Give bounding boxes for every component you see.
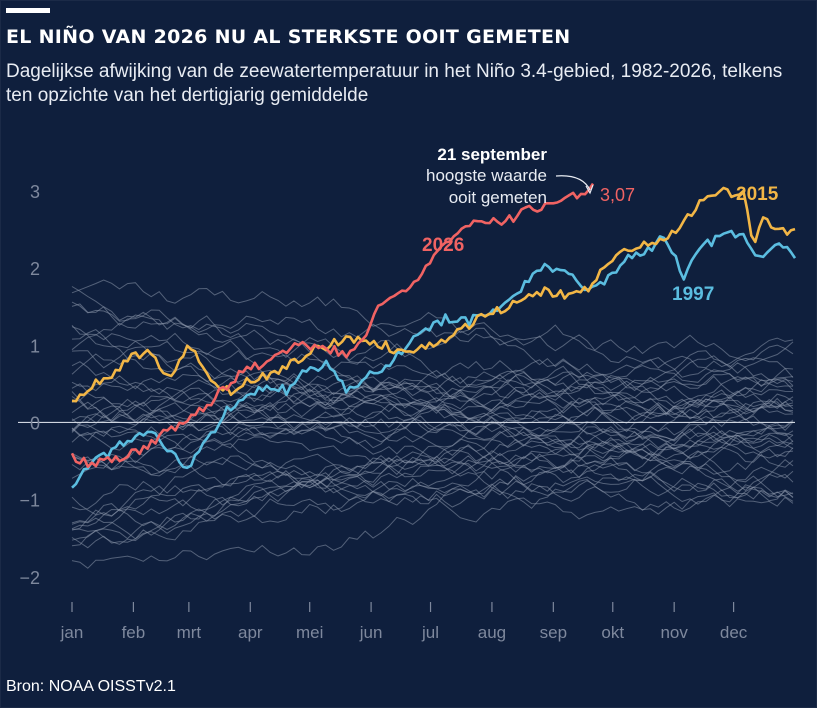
x-tick-label: sep bbox=[540, 623, 567, 642]
annotation-arrow-head bbox=[585, 184, 594, 195]
y-tick-label: −2 bbox=[19, 568, 40, 588]
historical-year-line bbox=[72, 466, 794, 545]
x-tick-label: dec bbox=[720, 623, 748, 642]
historical-year-line bbox=[71, 352, 794, 402]
historical-year-line bbox=[71, 315, 794, 370]
annotation-arrow bbox=[555, 175, 591, 191]
annotation-date: 21 september bbox=[437, 145, 547, 164]
historical-year-line bbox=[71, 279, 794, 369]
historical-year-line bbox=[71, 385, 794, 451]
series-line-2026 bbox=[70, 182, 595, 469]
historical-year-line bbox=[71, 443, 794, 541]
y-tick-label: −1 bbox=[19, 491, 40, 511]
x-tick-label: mei bbox=[296, 623, 323, 642]
annotation-note-line2: ooit gemeten bbox=[449, 188, 547, 207]
x-tick-label: jan bbox=[60, 623, 84, 642]
historical-years-group bbox=[71, 279, 794, 569]
historical-year-line bbox=[71, 391, 794, 446]
historical-year-line bbox=[71, 341, 794, 431]
x-tick-label: okt bbox=[601, 623, 624, 642]
series-label-1997: 1997 bbox=[672, 284, 714, 305]
historical-year-line bbox=[71, 375, 794, 426]
historical-year-line bbox=[71, 382, 794, 434]
historical-year-line bbox=[71, 424, 794, 489]
source-credit: Bron: NOAA OISSTv2.1 bbox=[6, 678, 176, 695]
historical-year-line bbox=[71, 303, 794, 389]
historical-year-line bbox=[71, 419, 794, 516]
historical-year-line bbox=[71, 439, 794, 569]
x-tick-label: nov bbox=[660, 623, 688, 642]
chart-subtitle: Dagelijkse afwijking van de zeewatertemp… bbox=[6, 61, 783, 106]
historical-year-line bbox=[71, 450, 794, 549]
historical-year-line bbox=[71, 340, 794, 423]
historical-year-line bbox=[71, 326, 794, 459]
historical-year-line bbox=[71, 375, 794, 451]
historical-year-line bbox=[71, 483, 794, 541]
x-tick-label: apr bbox=[238, 623, 263, 642]
series-label-2015: 2015 bbox=[736, 184, 779, 205]
series-label-2026: 2026 bbox=[422, 235, 464, 256]
y-tick-label: 3 bbox=[30, 182, 40, 202]
y-tick-label: 2 bbox=[30, 259, 40, 279]
historical-year-line bbox=[71, 373, 794, 424]
annotation-note-line1: hoogste waarde bbox=[426, 166, 547, 185]
annotation-group: 21 september hoogste waarde ooit gemeten 3,… bbox=[422, 145, 779, 305]
historical-year-line bbox=[71, 286, 794, 388]
y-tick-label: 0 bbox=[30, 413, 40, 433]
series-line-1997 bbox=[71, 229, 797, 489]
x-tick-label: aug bbox=[478, 623, 506, 642]
highlight-series-group bbox=[70, 182, 797, 489]
y-axis-ticks: −2 −1 0 1 2 3 bbox=[19, 182, 40, 588]
x-tick-label: mrt bbox=[177, 623, 202, 642]
header-accent-bar bbox=[6, 8, 50, 13]
historical-year-line bbox=[71, 431, 794, 547]
x-tick-label: jul bbox=[421, 623, 439, 642]
annotation-peak-value: 3,07 bbox=[600, 185, 635, 205]
x-tick-label: jun bbox=[359, 623, 383, 642]
historical-year-line bbox=[71, 470, 794, 531]
historical-year-line bbox=[71, 329, 794, 396]
historical-year-line bbox=[71, 453, 794, 511]
x-axis-ticks: jan feb mrt apr mei jun jul aug sep okt nov dec bbox=[60, 602, 748, 642]
x-tick-label: feb bbox=[122, 623, 146, 642]
series-line-2015 bbox=[71, 186, 796, 403]
y-tick-label: 1 bbox=[30, 336, 40, 356]
chart-title: EL NIÑO VAN 2026 NU AL STERKSTE OOIT GEM… bbox=[6, 26, 571, 48]
historical-year-line bbox=[71, 395, 794, 456]
